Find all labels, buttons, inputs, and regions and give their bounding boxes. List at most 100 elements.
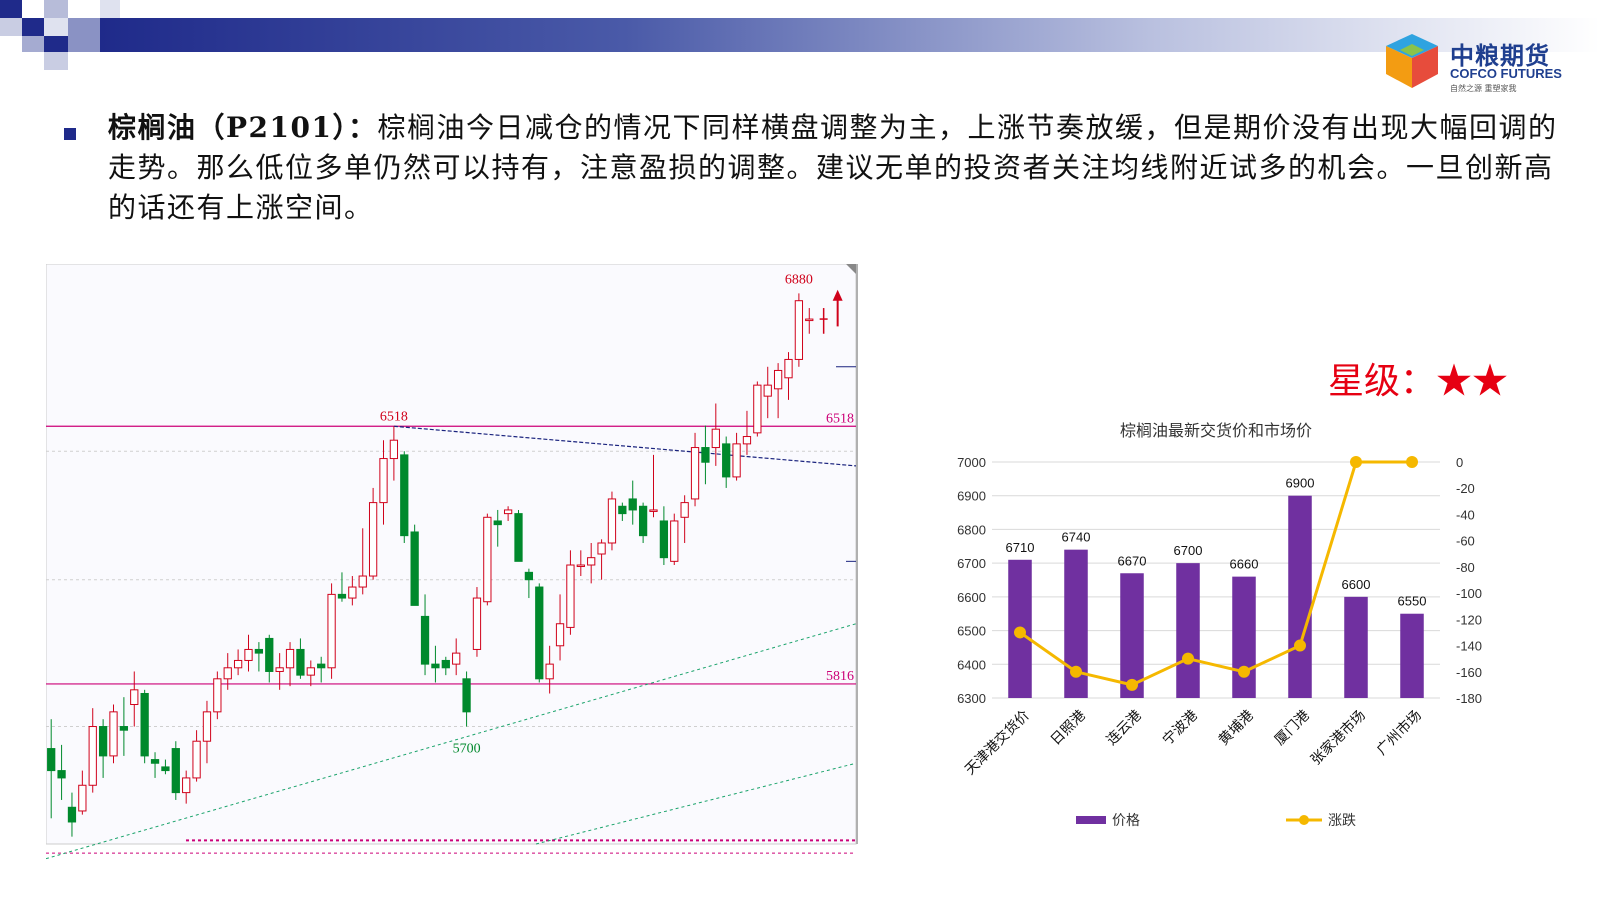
candle-body [223, 667, 232, 680]
candle-body [514, 513, 523, 562]
candle-body [462, 678, 471, 713]
candle-body [483, 516, 492, 603]
candle-body [389, 439, 399, 460]
candle-body [296, 648, 305, 676]
bar-value-label: 6600 [1342, 577, 1371, 592]
candle-body [742, 436, 752, 445]
candle-body [794, 300, 804, 360]
left-axis-tick-label: 6300 [957, 691, 986, 706]
candle-body [202, 711, 212, 742]
right-axis-line [856, 264, 858, 844]
bar [1288, 495, 1312, 698]
candle-body [773, 369, 783, 390]
level-label: 6518 [826, 411, 854, 426]
candle-body [317, 663, 326, 669]
category-label: 张家港市场 [1307, 707, 1369, 769]
price-annotation: 6880 [785, 272, 813, 287]
uptrend-channel-line [535, 762, 857, 845]
logo-text-en: COFCO FUTURES [1450, 66, 1562, 81]
price-annotation: 6518 [380, 409, 408, 424]
bar-value-label: 6740 [1062, 530, 1091, 545]
candle-body [431, 663, 440, 669]
right-axis-tick-label: -80 [1456, 560, 1475, 575]
candle-body [649, 509, 658, 512]
candle-body [213, 678, 222, 713]
right-axis-tick-label: -40 [1456, 507, 1475, 522]
right-axis-tick-label: -180 [1456, 691, 1482, 706]
candle-body [472, 597, 482, 650]
bar [1400, 613, 1424, 698]
left-axis-tick-label: 7000 [957, 455, 986, 470]
candle-body [659, 520, 669, 559]
candle-body [597, 542, 606, 555]
category-label: 天津港交货价 [961, 707, 1032, 778]
candle-body [722, 443, 731, 478]
candle-body [182, 777, 191, 794]
candle-body [192, 740, 201, 779]
right-axis-tick-label: -140 [1456, 639, 1482, 654]
candle-body [690, 447, 700, 500]
candle-body [441, 659, 450, 669]
right-axis-tick-label: -120 [1456, 612, 1482, 627]
candle-body [140, 692, 149, 757]
line-point [1126, 678, 1138, 691]
line-point [1294, 639, 1306, 652]
bar [1176, 563, 1200, 698]
candle-body [420, 615, 430, 665]
candle-body [130, 689, 139, 706]
line-point [1182, 652, 1194, 665]
candlestick-chart: 651858166880651857005436 [46, 264, 882, 864]
category-label: 日照港 [1048, 708, 1089, 749]
left-axis-tick-label: 6900 [957, 489, 986, 504]
bar-value-label: 6900 [1286, 476, 1315, 491]
candle-body [150, 759, 160, 764]
legend-swatch-bar [1076, 816, 1106, 824]
candle-body [285, 648, 295, 669]
candle-body [618, 505, 627, 515]
commentary-title: 棕榈油（P2101）： [108, 111, 378, 144]
candle-body [680, 502, 689, 518]
price-annotation: 5700 [453, 742, 481, 757]
bar [1344, 596, 1368, 698]
uptrend-channel-line [46, 623, 857, 860]
candle-body [379, 458, 388, 504]
plot-area [46, 264, 857, 845]
candle-body [368, 502, 378, 577]
legend-label: 涨跌 [1328, 813, 1356, 829]
line-point [1014, 626, 1026, 639]
candle-body [493, 520, 502, 526]
candle-body [410, 531, 419, 606]
category-label: 连云港 [1104, 708, 1145, 749]
logo-slogan: 自然之源 重塑家我 [1450, 84, 1517, 93]
right-axis-tick-label: -160 [1456, 665, 1482, 680]
bar-value-label: 6660 [1230, 557, 1259, 572]
left-axis-tick-label: 6400 [957, 657, 986, 672]
candle-body [545, 663, 554, 680]
candle-body [638, 505, 648, 537]
candle-body [503, 509, 513, 515]
line-point [1350, 456, 1362, 468]
candle-body [57, 770, 66, 779]
category-label: 厦门港 [1272, 708, 1313, 749]
level-label: 5816 [826, 669, 854, 684]
candle-body [327, 593, 336, 669]
left-axis-tick-label: 6800 [957, 522, 986, 537]
category-label: 宁波港 [1159, 707, 1201, 749]
candle-body [109, 711, 118, 757]
line-point [1406, 456, 1418, 468]
legend-swatch-point [1299, 815, 1309, 825]
candle-body [732, 443, 741, 478]
bar [1064, 549, 1088, 698]
right-axis-tick-label: -100 [1456, 586, 1482, 601]
bar-value-label: 6710 [1006, 540, 1035, 555]
corner-marker-icon [846, 264, 856, 274]
rating: 星级：★★ [1328, 352, 1508, 404]
legend-label: 价格 [1112, 813, 1140, 829]
bar [1232, 576, 1256, 698]
bar [1120, 573, 1144, 698]
bar-value-label: 6670 [1118, 553, 1147, 568]
bullet-square-icon [64, 128, 76, 140]
left-axis-tick-label: 6600 [957, 590, 986, 605]
candle-body [784, 358, 793, 379]
header-banner [0, 0, 1600, 70]
